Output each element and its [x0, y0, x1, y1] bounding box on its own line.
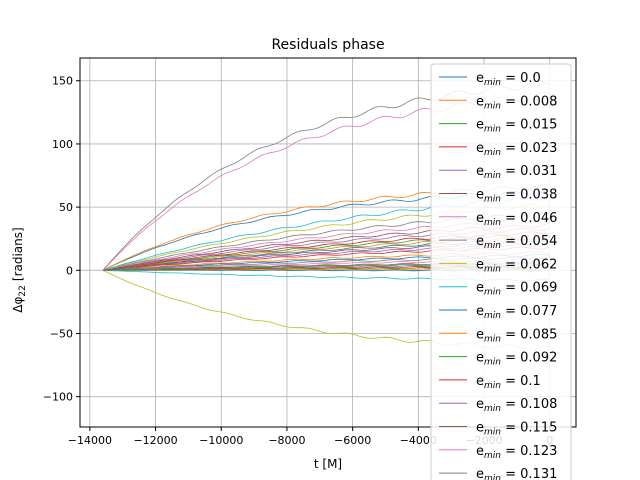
legend-entry: emin = 0.069 — [476, 281, 557, 298]
legend-entry: emin = 0.115 — [476, 421, 557, 438]
legend-entry: emin = 0.1 — [476, 374, 541, 391]
legend-entry: emin = 0.123 — [476, 444, 557, 461]
x-axis-label: t [M] — [314, 457, 342, 471]
y-tick-label: 50 — [59, 201, 73, 214]
plot-frame — [79, 57, 577, 428]
x-tick-label: −4000 — [400, 434, 437, 447]
legend-box — [430, 63, 572, 480]
y-tick-label: −100 — [43, 391, 73, 404]
x-tick-label: −14000 — [68, 434, 112, 447]
legend-entry: emin = 0.015 — [476, 118, 557, 135]
x-axis-ticks: −14000−12000−10000−8000−6000−4000−20000 — [68, 427, 553, 447]
legend-entry: emin = 0.031 — [476, 164, 557, 181]
legend-entry: emin = 0.046 — [476, 211, 557, 228]
legend-entry: emin = 0.092 — [476, 351, 557, 368]
legend-entry: emin = 0.008 — [476, 94, 557, 111]
y-tick-label: 150 — [52, 75, 73, 88]
y-tick-label: −50 — [50, 327, 73, 340]
legend-entry: emin = 0.131 — [476, 467, 557, 480]
x-tick-label: −10000 — [199, 434, 243, 447]
y-axis-label: Δφ22 [radians] — [11, 227, 28, 312]
legend-entry: emin = 0.038 — [476, 188, 557, 205]
y-axis-label-main: Δφ — [11, 296, 25, 312]
x-tick-label: −8000 — [268, 434, 305, 447]
legend-entry: emin = 0.062 — [476, 257, 557, 274]
legend: emin = 0.0 emin = 0.008 emin = 0.015 emin =… — [430, 63, 572, 480]
x-tick-label: −6000 — [334, 434, 371, 447]
y-axis-ticks: −100 −50 0 50 100 150 — [43, 75, 80, 404]
x-tick-label: −12000 — [133, 434, 177, 447]
legend-entry: emin = 0.0 — [476, 71, 541, 88]
y-axis-label-sub: 22 — [18, 285, 28, 296]
legend-entry: emin = 0.077 — [476, 304, 557, 321]
chart-title: Residuals phase — [271, 37, 384, 53]
legend-entry: emin = 0.108 — [476, 397, 557, 414]
y-tick-label: 100 — [52, 138, 73, 151]
legend-entry: emin = 0.085 — [476, 327, 557, 344]
y-axis-label-unit: [radians] — [11, 227, 25, 281]
legend-entry: emin = 0.054 — [476, 234, 557, 251]
y-tick-label: 0 — [66, 264, 73, 277]
legend-entry: emin = 0.023 — [476, 141, 557, 158]
